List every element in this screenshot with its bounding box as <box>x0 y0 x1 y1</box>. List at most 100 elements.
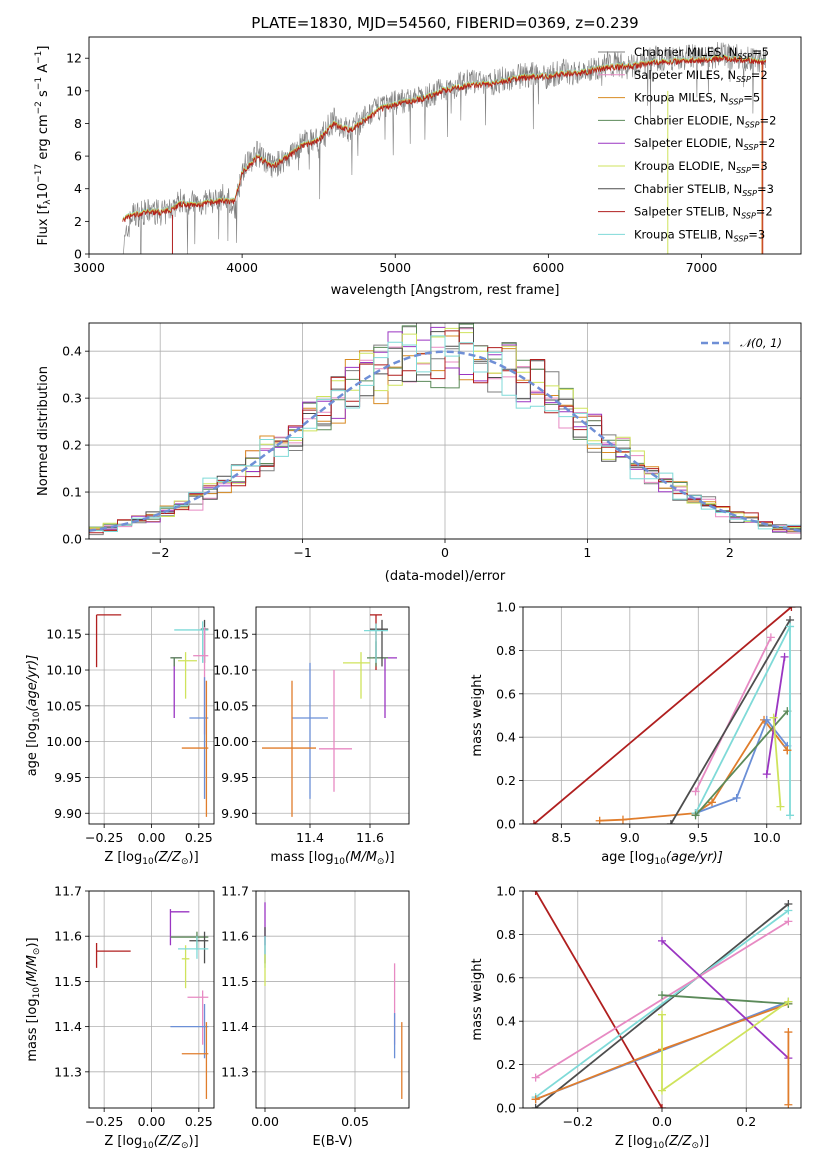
legend-entry: Chabrier ELODIE, NSSP=2 <box>634 113 776 129</box>
normal-distribution-curve <box>89 350 801 533</box>
error-bars <box>262 614 397 817</box>
x-axis-label: E(B-V) <box>312 1134 352 1149</box>
legend-entry: Salpeter STELIB, NSSP=2 <box>634 205 773 221</box>
massweight-line <box>694 626 791 814</box>
y-tick-label: 9.95 <box>54 770 82 785</box>
x-tick-label: 11.4 <box>296 830 324 845</box>
age-vs-metallicity-panel: −0.25 0.00 0.25 9.90 9.95 10.00 10.05 10.10 10.1… <box>25 606 215 867</box>
massweight-marker <box>783 746 792 755</box>
massweight-marker <box>658 1086 666 1095</box>
x-tick-label: −2 <box>151 545 169 560</box>
x-tick-label: 0.00 <box>138 830 166 845</box>
massweight-marker <box>658 1104 666 1108</box>
data-point <box>262 680 316 817</box>
data-point <box>364 623 388 663</box>
legend-entry: Salpeter MILES, NSSP=2 <box>634 68 768 84</box>
legend-entry: Kroupa MILES, NSSP=5 <box>634 91 760 107</box>
massweight-marker <box>732 793 741 802</box>
data-point <box>187 990 209 1045</box>
data-point <box>181 1022 209 1099</box>
y-axis-label: age [log10(age/yr)] <box>25 655 42 777</box>
massweight-marker <box>531 1104 540 1108</box>
y-tick-label: 8 <box>74 116 82 131</box>
x-tick-label: 0.0 <box>652 1114 672 1129</box>
residual-histogram <box>89 335 801 533</box>
x-axis-label: mass [log10(M/M⊙)] <box>270 850 394 867</box>
data-point <box>170 657 182 719</box>
y-tick-label: 0.0 <box>62 532 82 547</box>
legend-entry: Kroupa ELODIE, NSSP=3 <box>634 159 768 175</box>
y-tick-label: 0.1 <box>62 485 82 500</box>
y-tick-label: 0.4 <box>496 730 516 745</box>
mass-vs-ebv-panel: 0.00 0.05 11.3 11.4 11.5 11.6 11.7 E(B-V) <box>221 884 410 1149</box>
data-point <box>170 1004 209 1059</box>
massweight-marker <box>784 1100 793 1108</box>
error-bars <box>264 902 403 1099</box>
y-tick-label: 11.5 <box>54 974 82 989</box>
massweight-marker <box>784 906 793 915</box>
axes-frame <box>88 606 215 825</box>
x-tick-label: 4000 <box>226 260 258 275</box>
y-tick-label: 12 <box>66 51 82 66</box>
massweight-marker <box>786 622 795 631</box>
x-axis-label: Z [log10(Z/Z⊙)] <box>104 850 198 867</box>
massweight-line <box>694 637 772 792</box>
massweight-marker <box>707 798 716 807</box>
y-tick-label: 11.7 <box>54 884 82 899</box>
model-spectrum-line <box>122 55 767 223</box>
x-tick-label: 10.0 <box>753 830 781 845</box>
massweight-line <box>670 619 791 824</box>
massweight-line <box>535 903 789 1108</box>
x-axis-label: (data-model)/error <box>385 569 506 584</box>
massweight-marker <box>618 815 627 824</box>
age-vs-mass-panel: 11.4 11.6 9.90 9.95 10.00 10.05 10.10 10.15 mass… <box>213 606 410 867</box>
x-tick-label: 11.6 <box>356 830 384 845</box>
y-tick-label: 11.7 <box>221 884 249 899</box>
y-tick-label: 0.0 <box>496 817 516 832</box>
x-tick-label: 7000 <box>686 260 718 275</box>
axes-frame <box>88 36 802 255</box>
legend-entry: Kroupa STELIB, NSSP=3 <box>634 227 765 243</box>
error-bars <box>95 614 209 817</box>
y-tick-label: 10.05 <box>213 698 249 713</box>
x-tick-label: 2 <box>726 545 734 560</box>
y-tick-label: 0.4 <box>496 1014 516 1029</box>
data-point <box>189 677 209 799</box>
data-point <box>174 621 209 663</box>
massweight-marker <box>769 713 778 722</box>
x-tick-label: −0.25 <box>85 830 123 845</box>
y-tick-label: 2 <box>74 214 82 229</box>
y-tick-label: 11.4 <box>54 1019 82 1034</box>
legend-entry: 𝒩(0, 1) <box>740 336 782 350</box>
data-point <box>189 931 209 964</box>
massweight-marker <box>762 715 771 724</box>
legend-entry: Salpeter ELODIE, NSSP=2 <box>634 136 775 152</box>
x-tick-label: 0.2 <box>736 1114 756 1129</box>
massweight-marker <box>658 1010 666 1019</box>
massweight-line <box>533 607 792 824</box>
y-tick-label: 11.4 <box>221 1019 249 1034</box>
y-tick-label: 11.5 <box>221 974 249 989</box>
y-tick-label: 6 <box>74 149 82 164</box>
y-tick-label: 10.15 <box>213 627 249 642</box>
x-tick-label: 1 <box>583 545 591 560</box>
error-bars <box>95 909 209 1099</box>
axes-frame <box>88 322 802 540</box>
y-tick-label: 1.0 <box>496 884 516 899</box>
x-axis-label: age [log10(age/yr)] <box>601 850 723 867</box>
y-tick-label: 9.90 <box>221 806 249 821</box>
data-point <box>178 652 197 699</box>
axes-frame <box>522 606 802 825</box>
y-tick-label: 1.0 <box>496 600 516 615</box>
y-axis-label: mass weight <box>470 674 485 756</box>
residuals-panel: −2 −1 0 1 2 0.0 0.1 0.2 0.3 0.4 𝒩(0, 1) (data-model… <box>36 322 802 584</box>
x-tick-label: −0.25 <box>85 1114 123 1129</box>
legend-entry: Chabrier MILES, NSSP=5 <box>634 45 769 61</box>
massweight-marker <box>531 1073 540 1082</box>
x-tick-label: 5000 <box>379 260 411 275</box>
data-point <box>169 909 190 946</box>
y-tick-label: 0.4 <box>62 344 82 359</box>
y-tick-label: 11.3 <box>221 1064 249 1079</box>
x-tick-label: 0.25 <box>185 830 213 845</box>
